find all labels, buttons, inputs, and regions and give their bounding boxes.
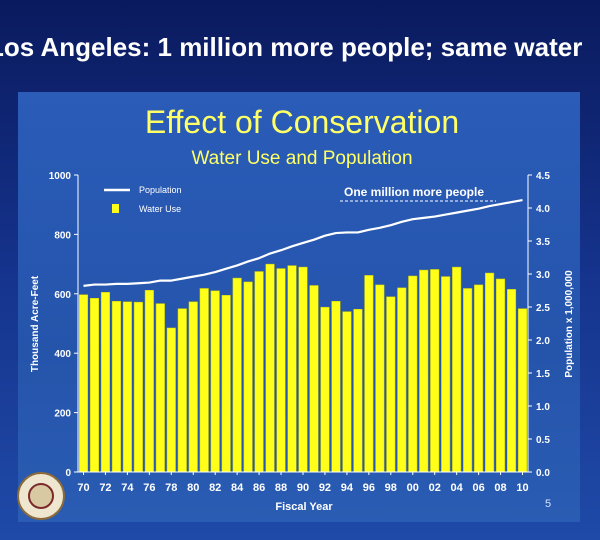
bar-2009 (507, 289, 517, 473)
x-tick-label: 90 (297, 482, 309, 494)
bar-2007 (485, 272, 495, 473)
bar-1990 (298, 266, 308, 473)
x-tick-label: 80 (187, 482, 199, 494)
x-tick-label: 82 (209, 482, 221, 494)
legend-population-label: Population (139, 185, 182, 195)
bar-1975 (133, 301, 143, 473)
y2-tick-label: 2.0 (536, 336, 550, 347)
y2-tick-label: 1.5 (536, 369, 550, 380)
bar-2004 (452, 266, 462, 473)
y-tick-label: 0 (65, 468, 71, 479)
bar-1997 (375, 284, 385, 473)
bar-1989 (287, 265, 297, 473)
bar-1996 (364, 275, 374, 473)
y2-tick-label: 4.5 (536, 171, 550, 182)
y-tick-label: 600 (54, 290, 71, 301)
bar-1987 (265, 263, 275, 473)
bar-2001 (419, 269, 429, 473)
bar-1978 (166, 327, 176, 473)
x-tick-label: 92 (319, 482, 331, 494)
y2-tick-label: 3.0 (536, 270, 550, 281)
y2-tick-label: 0.5 (536, 435, 550, 446)
department-seal-icon (17, 472, 65, 520)
bar-2000 (408, 275, 418, 473)
bar-2005 (463, 288, 473, 473)
y-axis-title: Thousand Acre-Feet (30, 275, 41, 372)
x-tick-label: 86 (253, 482, 265, 494)
x-tick-label: 88 (275, 482, 287, 494)
x-tick-label: 08 (494, 482, 506, 494)
seal-center-icon (28, 483, 54, 509)
y2-tick-label: 4.0 (536, 204, 550, 215)
y-tick-label: 400 (54, 349, 71, 360)
y-tick-label: 200 (54, 409, 71, 420)
bar-1979 (177, 308, 187, 473)
chart-title: Effect of Conservation (145, 104, 459, 140)
x-tick-label: 98 (385, 482, 397, 494)
x-tick-label: 04 (451, 482, 464, 494)
bar-1993 (331, 300, 341, 473)
axes-group: 020040060080010000.00.51.01.52.02.53.03.… (49, 171, 551, 494)
bar-1981 (199, 288, 209, 473)
slide-title: Los Angeles: 1 million more people; same… (0, 32, 583, 62)
bar-1973 (111, 300, 121, 473)
legend-bar-swatch (112, 204, 119, 213)
page-number: 5 (545, 498, 552, 510)
bar-1985 (243, 281, 253, 473)
bar-1991 (309, 285, 319, 473)
bar-1971 (89, 298, 99, 473)
bar-1983 (221, 295, 231, 473)
y-tick-label: 1000 (49, 171, 72, 182)
x-tick-label: 06 (472, 482, 484, 494)
bar-1992 (320, 306, 330, 473)
bar-1976 (144, 289, 154, 473)
y-tick-label: 800 (54, 230, 71, 241)
annotation-text: One million more people (344, 185, 484, 199)
bar-1988 (276, 268, 286, 473)
bar-1972 (100, 292, 110, 473)
x-tick-label: 74 (121, 482, 134, 494)
line-layer (83, 198, 523, 287)
y2-tick-label: 1.0 (536, 402, 550, 413)
y2-tick-label: 2.5 (536, 303, 550, 314)
bar-2010 (517, 308, 528, 473)
x-axis-title: Fiscal Year (275, 501, 333, 513)
bar-1999 (397, 287, 407, 473)
bar-2002 (430, 269, 440, 473)
population-line (83, 198, 523, 287)
x-tick-label: 84 (231, 482, 244, 494)
y2-axis-title: Population x 1,000,000 (564, 270, 575, 378)
x-tick-label: 70 (77, 482, 89, 494)
bar-1994 (342, 311, 352, 473)
x-tick-label: 76 (143, 482, 155, 494)
y2-tick-label: 0.0 (536, 468, 550, 479)
x-tick-label: 96 (363, 482, 375, 494)
x-tick-label: 72 (99, 482, 111, 494)
bar-1986 (254, 271, 264, 473)
chart-subtitle: Water Use and Population (191, 148, 412, 169)
x-tick-label: 94 (341, 482, 354, 494)
bars-group (78, 263, 528, 473)
x-tick-label: 00 (407, 482, 419, 494)
x-tick-label: 10 (516, 482, 528, 494)
bar-1970 (78, 294, 89, 473)
bar-1998 (386, 296, 396, 473)
bar-1980 (188, 301, 198, 473)
bar-1977 (155, 303, 165, 473)
bar-1974 (122, 301, 132, 473)
x-tick-label: 78 (165, 482, 177, 494)
bar-1995 (353, 308, 363, 473)
bar-1984 (232, 277, 242, 473)
bar-2006 (474, 284, 484, 473)
legend-water-use-label: Water Use (139, 204, 181, 214)
bar-1982 (210, 290, 220, 473)
x-tick-label: 02 (429, 482, 441, 494)
bar-2008 (496, 278, 506, 473)
y2-tick-label: 3.5 (536, 237, 550, 248)
bar-2003 (441, 276, 451, 473)
